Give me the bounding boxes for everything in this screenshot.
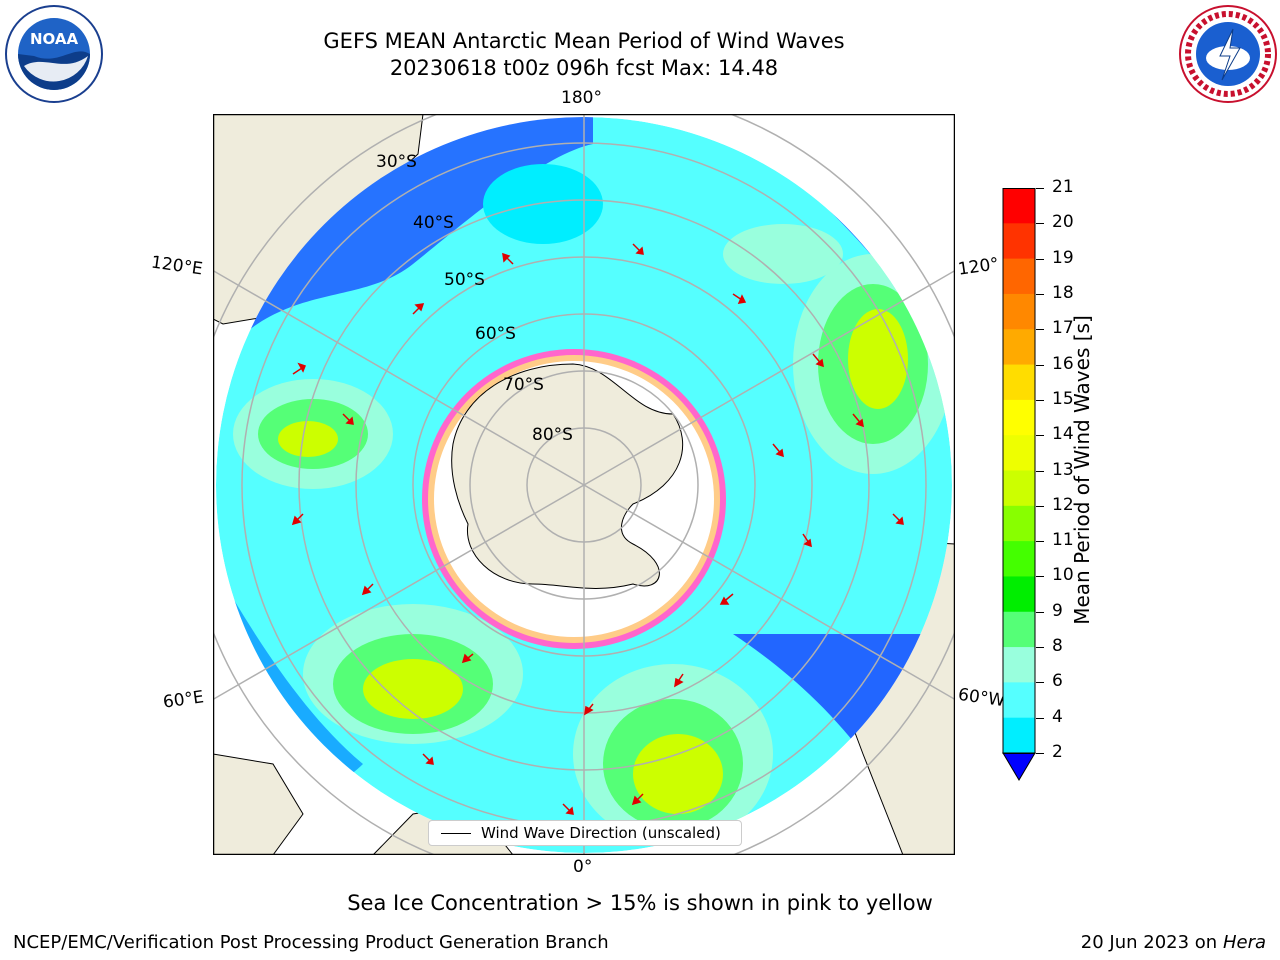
lat-label-80s: 80°S — [532, 425, 573, 445]
colorbar-outline — [1002, 188, 1036, 754]
colorbar-segment — [1003, 541, 1035, 577]
chart-title: GEFS MEAN Antarctic Mean Period of Wind … — [323, 29, 845, 53]
lat-label-30s: 30°S — [376, 152, 417, 172]
colorbar-tick-label: 21 — [1052, 177, 1074, 197]
colorbar-tick-label: 12 — [1052, 494, 1074, 515]
colorbar-tick-label: 2 — [1052, 742, 1063, 762]
lon-label-right-lower: 60°W — [956, 684, 1007, 712]
colorbar-tick-label: 4 — [1052, 706, 1063, 727]
colorbar-segment — [1003, 293, 1035, 330]
colorbar-tick-mark — [1036, 364, 1044, 366]
colorbar-segment — [1003, 258, 1035, 295]
colorbar-tick-mark — [1036, 717, 1044, 719]
colorbar-segment — [1003, 682, 1035, 719]
colorbar-tick-mark — [1036, 505, 1044, 507]
date-text: 20 Jun 2023 on — [1080, 932, 1218, 953]
noaa-logo: NOAA — [4, 4, 104, 104]
colorbar-tick-label: 9 — [1052, 600, 1063, 621]
colorbar-tick-label: 18 — [1052, 282, 1074, 303]
colorbar — [1002, 188, 1036, 782]
lon-label-top: 180° — [561, 88, 602, 108]
sea-ice-caption: Sea Ice Concentration > 15% is shown in … — [347, 891, 933, 915]
legend-line-sample — [441, 832, 471, 834]
colorbar-tick-label: 16 — [1052, 353, 1074, 374]
date-line: 20 Jun 2023 on Hera — [1081, 932, 1266, 953]
lon-label-left-lower: 60°E — [161, 687, 206, 713]
legend-label: Wind Wave Direction (unscaled) — [481, 824, 721, 842]
colorbar-tick-label: 8 — [1052, 636, 1063, 657]
colorbar-tick-mark — [1036, 223, 1044, 225]
colorbar-segment — [1003, 611, 1035, 648]
nws-logo — [1178, 4, 1278, 104]
colorbar-tick-label: 14 — [1052, 424, 1074, 445]
map-frame — [212, 113, 956, 856]
colorbar-scale — [1002, 188, 1036, 781]
colorbar-tick-mark — [1036, 188, 1044, 189]
colorbar-tick-label: 20 — [1052, 212, 1074, 233]
colorbar-tick-label: 15 — [1052, 388, 1074, 409]
colorbar-tick-label: 6 — [1052, 671, 1063, 692]
colorbar-label: Mean Period of Wind Waves [s] — [1070, 315, 1094, 625]
colorbar-tick-mark — [1036, 753, 1044, 754]
colorbar-tick-mark — [1036, 399, 1044, 401]
colorbar-tick-mark — [1036, 541, 1044, 543]
map-legend: Wind Wave Direction (unscaled) — [428, 820, 742, 846]
colorbar-segment — [1003, 223, 1035, 260]
lon-label-right-upper: 120° — [956, 254, 1001, 280]
colorbar-tick-label: 19 — [1052, 247, 1074, 268]
colorbar-tick-label: 13 — [1052, 459, 1074, 480]
polar-map — [212, 113, 956, 856]
colorbar-segment — [1003, 435, 1035, 471]
machine-name: Hera — [1222, 932, 1266, 953]
colorbar-segment — [1003, 717, 1035, 754]
credit-line: NCEP/EMC/Verification Post Processing Pr… — [13, 932, 609, 953]
lat-label-40s: 40°S — [413, 213, 454, 233]
colorbar-segment — [1003, 188, 1035, 224]
colorbar-tick-mark — [1036, 611, 1044, 613]
colorbar-tick-mark — [1036, 329, 1044, 331]
colorbar-tick-mark — [1036, 258, 1044, 260]
lon-label-left-upper: 120°E — [149, 252, 204, 280]
lon-label-bottom: 0° — [573, 857, 593, 877]
lat-label-60s: 60°S — [475, 324, 516, 344]
lat-label-70s: 70°S — [503, 375, 544, 395]
colorbar-tick-mark — [1036, 576, 1044, 578]
colorbar-segment — [1003, 576, 1035, 613]
colorbar-segment — [1003, 505, 1035, 542]
lat-label-50s: 50°S — [444, 270, 485, 290]
colorbar-tick-label: 10 — [1052, 565, 1074, 586]
colorbar-tick-mark — [1036, 435, 1044, 437]
colorbar-extend-arrow — [1002, 752, 1036, 781]
colorbar-tick-label: 11 — [1052, 530, 1074, 551]
chart-subtitle: 20230618 t00z 096h fcst Max: 14.48 — [389, 56, 779, 80]
colorbar-segment — [1003, 399, 1035, 436]
colorbar-segment — [1003, 470, 1035, 507]
colorbar-tick-mark — [1036, 647, 1044, 649]
colorbar-tick-mark — [1036, 293, 1044, 295]
colorbar-tick-mark — [1036, 682, 1044, 684]
colorbar-segment — [1003, 329, 1035, 366]
colorbar-tick-mark — [1036, 470, 1044, 472]
colorbar-segment — [1003, 647, 1035, 683]
colorbar-tick-label: 17 — [1052, 318, 1074, 339]
noaa-logo-text: NOAA — [30, 30, 79, 48]
colorbar-segment — [1003, 364, 1035, 401]
